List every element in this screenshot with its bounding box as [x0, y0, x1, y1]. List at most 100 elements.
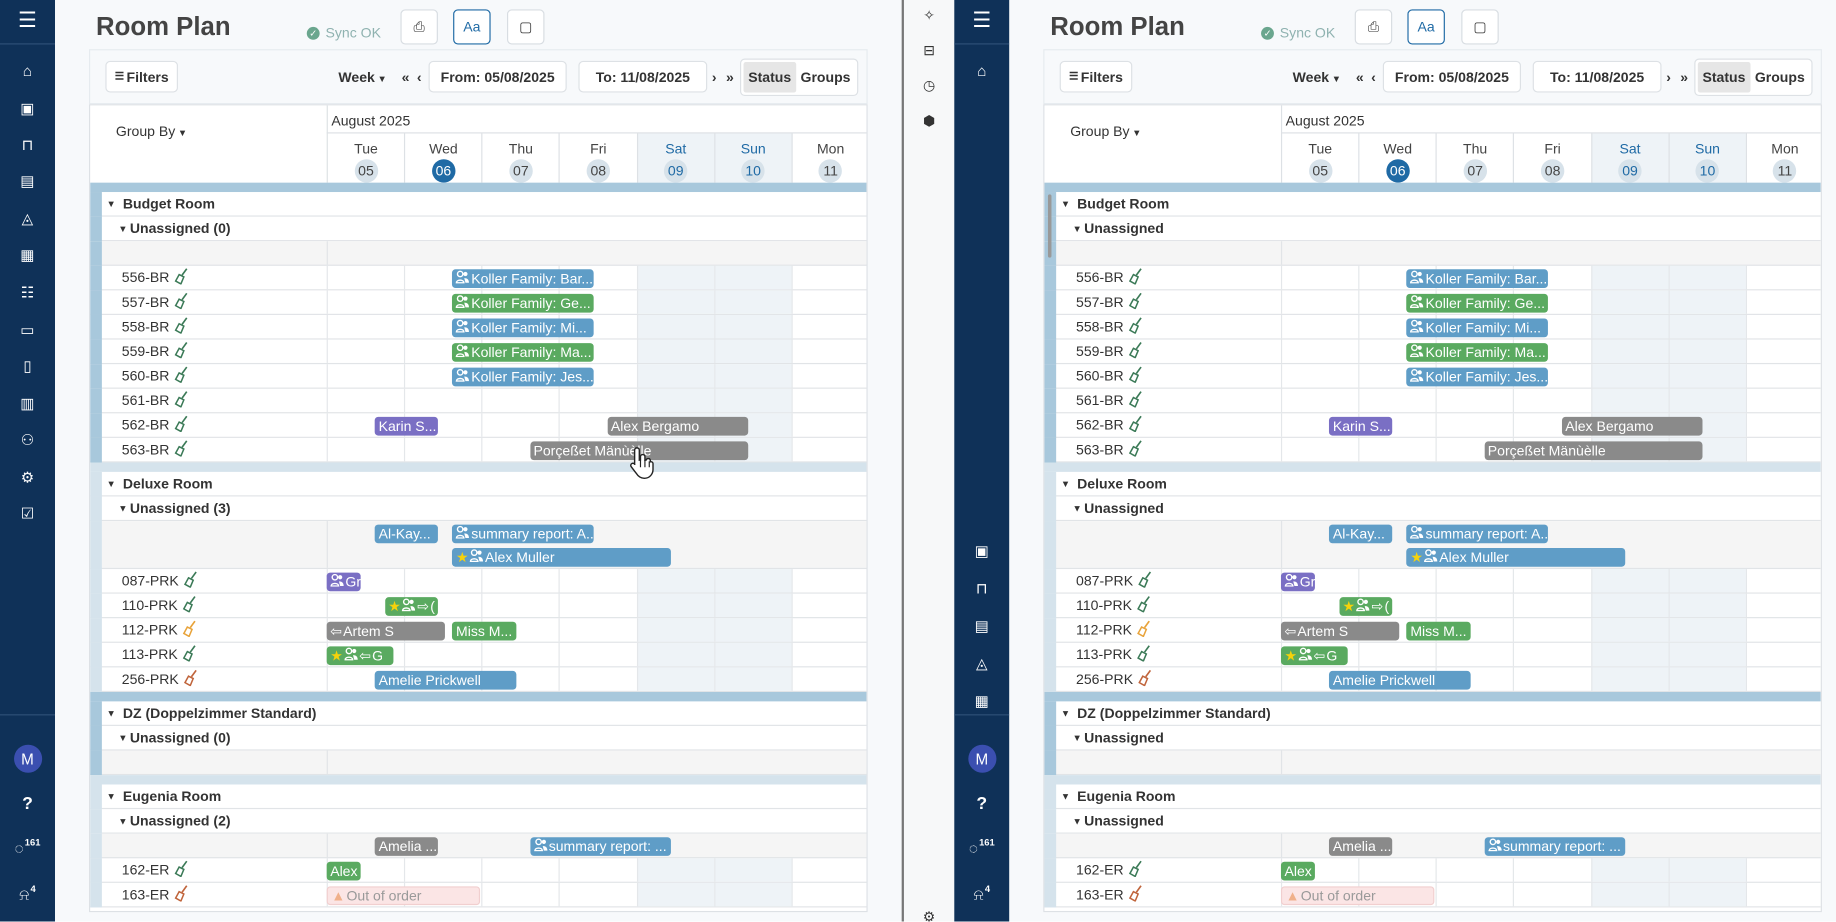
- day-header-wed[interactable]: Wed 06: [404, 133, 481, 183]
- last-week-button[interactable]: »: [725, 69, 734, 86]
- housekeeping-broom-icon[interactable]: [174, 341, 188, 361]
- booking-bar[interactable]: Amelia ...: [375, 837, 439, 856]
- booking-bar[interactable]: Koller Family: Bar...: [452, 269, 594, 289]
- first-week-button[interactable]: «: [401, 69, 410, 86]
- housekeeping-broom-icon[interactable]: [1128, 415, 1142, 435]
- booking-bar[interactable]: Miss M...: [452, 621, 516, 641]
- booking-bar[interactable]: Gr: [326, 572, 362, 592]
- booking-bar[interactable]: summary report: ...: [1484, 837, 1626, 856]
- bell-icon[interactable]: ⌂: [977, 61, 987, 80]
- booking-bar[interactable]: Koller Family: Ge...: [452, 293, 594, 313]
- booking-bar[interactable]: Al-Kay...: [375, 524, 439, 544]
- booking-bar[interactable]: Alex Bergamo: [607, 416, 749, 436]
- room-label[interactable]: 110-PRK: [122, 594, 197, 617]
- booking-bar[interactable]: ★ Alex Muller: [452, 547, 671, 567]
- housekeeping-broom-icon[interactable]: [174, 316, 188, 337]
- last-week-button[interactable]: »: [1680, 69, 1689, 86]
- week-dropdown[interactable]: Week ▼: [338, 69, 386, 85]
- booking-bar[interactable]: Miss M...: [1406, 621, 1471, 641]
- note-button[interactable]: ▢: [506, 9, 545, 45]
- housekeeping-broom-icon[interactable]: [174, 860, 188, 880]
- messages-button[interactable]: ◌ 161: [954, 835, 1009, 861]
- booking-bar[interactable]: Karin S...: [1329, 416, 1393, 436]
- store-icon[interactable]: ⊓: [21, 135, 34, 154]
- groups-toggle[interactable]: Groups: [1754, 69, 1805, 86]
- booking-bar[interactable]: Gr: [1280, 572, 1316, 592]
- group-by-dropdown[interactable]: Group By ▼: [1070, 123, 1141, 139]
- room-label[interactable]: 163-ER: [122, 883, 188, 906]
- booking-bar[interactable]: summary report: ...: [529, 837, 671, 856]
- booking-bar[interactable]: ★ ⇦ G: [326, 646, 394, 666]
- unassigned-header[interactable]: ▼ Unassigned (0): [90, 216, 867, 242]
- housekeeping-broom-icon[interactable]: [174, 884, 188, 905]
- clock-icon[interactable]: ◷: [922, 77, 936, 94]
- room-label[interactable]: 559-BR: [1076, 340, 1142, 363]
- day-header-mon[interactable]: Mon 11: [1745, 133, 1821, 183]
- room-label[interactable]: 561-BR: [122, 389, 188, 412]
- unassigned-header[interactable]: ▼ Unassigned: [1044, 809, 1821, 834]
- room-group-header[interactable]: ▼ Deluxe Room: [1044, 471, 1821, 497]
- room-label[interactable]: 110-PRK: [1076, 594, 1151, 617]
- room-label[interactable]: 556-BR: [122, 266, 188, 289]
- help-icon[interactable]: ?: [976, 793, 988, 814]
- next-week-button[interactable]: ›: [1666, 69, 1671, 86]
- cash-register-icon[interactable]: ▤: [20, 172, 35, 190]
- menu-icon[interactable]: ☰: [18, 7, 37, 32]
- messages-button[interactable]: ◌ 161: [0, 835, 55, 861]
- prev-week-button[interactable]: ‹: [1371, 69, 1376, 86]
- housekeeping-broom-icon[interactable]: [174, 366, 188, 386]
- housekeeping-broom-icon[interactable]: [1136, 620, 1151, 640]
- list-icon[interactable]: ☷: [20, 283, 35, 301]
- chart-icon[interactable]: ▥: [20, 394, 35, 413]
- unassigned-header[interactable]: ▼ Unassigned (2): [90, 809, 867, 834]
- booking-bar[interactable]: Koller Family: Jes...: [452, 367, 594, 387]
- bell-icon[interactable]: ⌂: [22, 61, 33, 80]
- room-label[interactable]: 558-BR: [1076, 315, 1142, 338]
- day-header-thu[interactable]: Thu 07: [1435, 133, 1513, 183]
- sparkle-icon[interactable]: ✧: [923, 7, 936, 24]
- housekeeping-broom-icon[interactable]: [174, 390, 188, 410]
- day-header-tue[interactable]: Tue 05: [326, 133, 404, 183]
- room-group-header[interactable]: ▼ DZ (Doppelzimmer Standard): [1044, 701, 1821, 726]
- from-date-input[interactable]: From: 05/08/2025: [428, 60, 567, 93]
- booking-bar[interactable]: Koller Family: Mi...: [452, 318, 594, 338]
- housekeeping-broom-icon[interactable]: [1136, 595, 1151, 615]
- booking-bar[interactable]: Koller Family: Ma...: [452, 343, 594, 362]
- contacts-icon[interactable]: ▯: [23, 357, 32, 375]
- day-header-tue[interactable]: Tue 05: [1280, 133, 1358, 183]
- day-header-sat[interactable]: Sat 09: [636, 133, 714, 183]
- booking-bar[interactable]: ⇦ Artem S: [1280, 621, 1400, 641]
- booking-bar[interactable]: Amelie Prickwell: [1329, 670, 1471, 690]
- housekeeping-broom-icon[interactable]: [182, 644, 196, 665]
- calendar-star-icon[interactable]: ▣: [974, 542, 989, 560]
- housekeeping-broom-icon[interactable]: [183, 570, 197, 591]
- room-label[interactable]: 256-PRK: [1076, 667, 1152, 690]
- booking-bar[interactable]: Koller Family: Mi...: [1406, 318, 1548, 338]
- housekeeping-broom-icon[interactable]: [174, 439, 188, 460]
- housekeeping-broom-icon[interactable]: [1128, 366, 1142, 386]
- room-label[interactable]: 559-BR: [122, 340, 188, 363]
- booking-bar[interactable]: Koller Family: Ge...: [1406, 293, 1548, 313]
- next-week-button[interactable]: ›: [711, 69, 717, 86]
- first-week-button[interactable]: «: [1355, 69, 1364, 86]
- booking-bar[interactable]: ★ Alex Muller: [1406, 547, 1626, 567]
- calendar-star-icon[interactable]: ▣: [20, 99, 35, 118]
- housekeeping-broom-icon[interactable]: [1128, 316, 1142, 337]
- unassigned-header[interactable]: ▼ Unassigned: [1044, 216, 1821, 242]
- room-label[interactable]: 562-BR: [1076, 413, 1142, 436]
- room-label[interactable]: 557-BR: [1076, 290, 1142, 313]
- housekeeping-broom-icon[interactable]: [182, 595, 196, 615]
- housekeeping-broom-icon[interactable]: [1136, 644, 1151, 665]
- booking-bar[interactable]: ★ ⇨(: [1339, 597, 1393, 616]
- hex-badge-icon[interactable]: ⬢: [922, 112, 936, 129]
- out-of-order-block[interactable]: ▲ Out of order: [326, 886, 481, 906]
- calendar-icon[interactable]: ▦: [20, 245, 35, 264]
- room-label[interactable]: 162-ER: [1076, 858, 1142, 881]
- room-label[interactable]: 087-PRK: [1076, 569, 1152, 592]
- computer-icon[interactable]: ⊟: [923, 42, 936, 59]
- booking-bar[interactable]: Koller Family: Bar...: [1406, 269, 1548, 289]
- week-dropdown[interactable]: Week ▼: [1293, 69, 1341, 85]
- booking-bar[interactable]: Amelie Prickwell: [375, 670, 516, 690]
- booking-bar[interactable]: Al-Kay...: [1329, 524, 1393, 544]
- housekeeping-broom-icon[interactable]: [1128, 267, 1142, 288]
